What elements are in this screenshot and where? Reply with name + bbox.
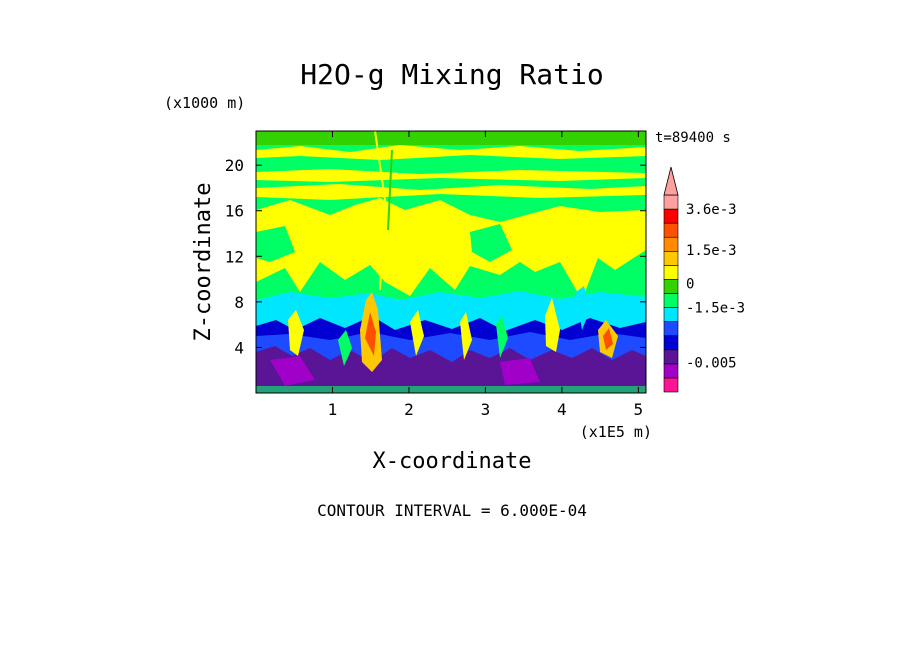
y-units-label: (x1000 m): [164, 94, 245, 112]
colorbar-tick-label: 0: [686, 277, 694, 293]
y-axis: 4 8 12 16 20: [225, 156, 646, 357]
colorbar-segment: [663, 222, 679, 238]
contour-field: [256, 131, 646, 393]
colorbar-segment: [663, 335, 679, 351]
colorbar-tick-label: 1.5e-3: [686, 243, 737, 259]
colorbar-segment: [663, 363, 679, 379]
colorbar-segment: [663, 208, 679, 224]
contour-interval-note: CONTOUR INTERVAL = 6.000E-04: [317, 501, 587, 520]
colorbar-segment: [663, 307, 679, 322]
x-tick-label: 1: [328, 400, 338, 419]
colorbar-segment: [663, 265, 679, 280]
colorbar-extend-arrow: [663, 166, 679, 196]
chart-title: H2O-g Mixing Ratio: [300, 58, 603, 91]
colorbar-segment: [663, 236, 679, 252]
x-axis-label: X-coordinate: [373, 449, 532, 474]
colorbar-segment: [663, 279, 679, 294]
y-tick-label: 4: [234, 338, 244, 357]
y-axis-label: Z-coordinate: [191, 183, 216, 342]
colorbar-tick-label: -1.5e-3: [686, 300, 745, 316]
colorbar-tick-label: 3.6e-3: [686, 202, 737, 218]
x-units-label: (x1E5 m): [580, 423, 652, 441]
y-tick-label: 20: [225, 156, 244, 175]
x-tick-label: 4: [557, 400, 567, 419]
colorbar-tick-label: -0.005: [686, 355, 737, 371]
x-tick-label: 5: [634, 400, 644, 419]
colorbar-segment: [663, 321, 679, 337]
plot-frame: [255, 130, 647, 394]
colorbar-segment: [663, 293, 679, 308]
y-tick-label: 12: [225, 247, 244, 266]
x-tick-label: 3: [481, 400, 491, 419]
colorbar-labels: 3.6e-3 1.5e-3 0 -1.5e-3 -0.005: [686, 202, 745, 372]
x-tick-label: 2: [404, 400, 414, 419]
colorbar: [663, 166, 679, 393]
colorbar-segment: [663, 194, 679, 210]
time-label: t=89400 s: [655, 130, 731, 146]
y-tick-label: 16: [225, 202, 244, 221]
x-axis: 1 2 3 4 5: [328, 131, 644, 419]
colorbar-segment: [663, 349, 679, 365]
y-tick-label: 8: [234, 293, 244, 312]
colorbar-segment: [663, 377, 679, 393]
colorbar-segment: [663, 250, 679, 266]
